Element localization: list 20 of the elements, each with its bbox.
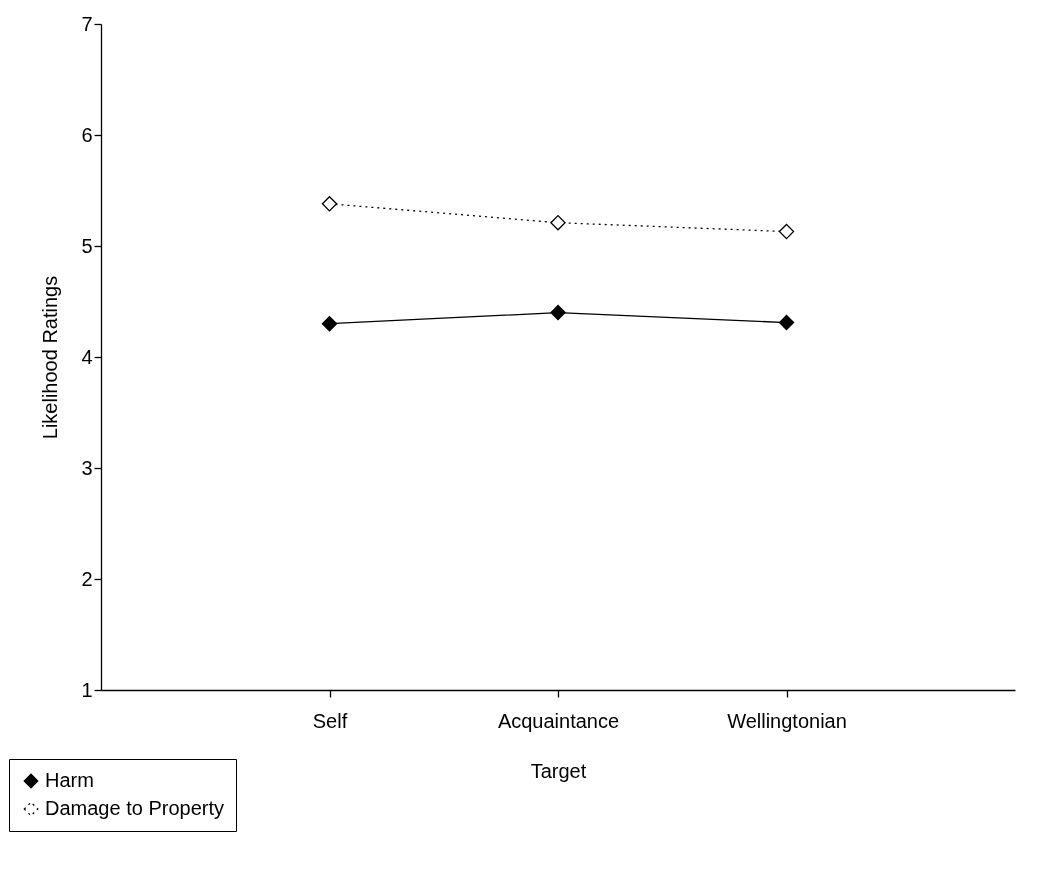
y-tick-label: 7	[81, 12, 93, 35]
legend-label: Damage to Property	[45, 797, 224, 819]
point	[550, 304, 566, 321]
x-tick-label: Acquaintance	[497, 709, 620, 732]
x-tick-label: Wellingtonian	[727, 709, 847, 732]
y-tick-label: 5	[81, 234, 93, 257]
y-tick-label: 2	[81, 567, 93, 590]
point	[321, 196, 338, 212]
point	[778, 223, 795, 240]
point	[321, 315, 338, 332]
y-axis-title: Likelihood Ratings	[39, 275, 62, 440]
y-tick-label: 4	[81, 345, 93, 368]
y-tick-label: 1	[81, 678, 93, 701]
y-tick-label: 6	[81, 123, 93, 146]
point	[550, 214, 566, 231]
y-tick-label: 3	[81, 456, 93, 479]
legend-label: Harm	[45, 769, 94, 791]
point	[778, 314, 795, 331]
x-axis-title: Target	[530, 759, 587, 782]
x-tick-label: Self	[312, 709, 348, 732]
